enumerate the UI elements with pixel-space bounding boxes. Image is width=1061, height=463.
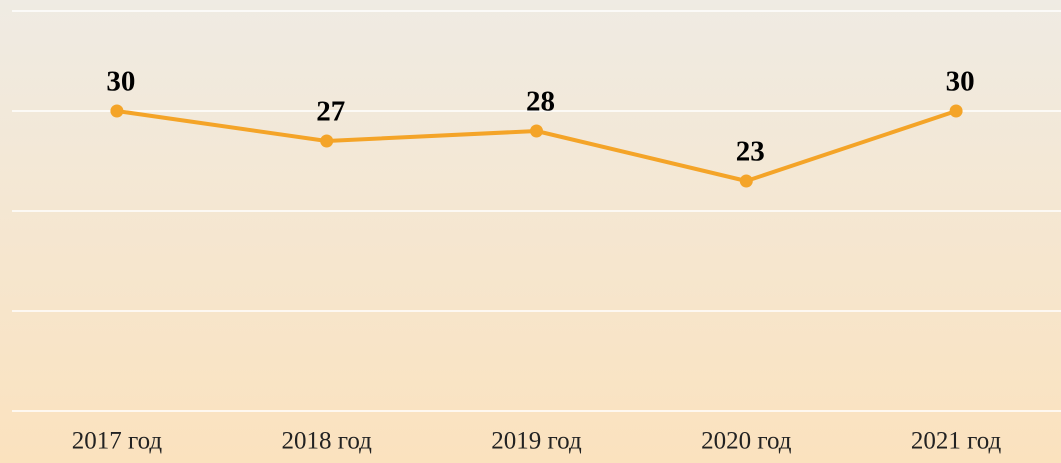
data-label: 30 [106, 66, 135, 98]
x-tick-label: 2017 год [72, 428, 163, 455]
data-label: 30 [946, 66, 975, 98]
data-point [110, 104, 124, 118]
x-tick-label: 2021 год [911, 428, 1002, 455]
data-label: 27 [316, 96, 345, 128]
data-point [530, 124, 543, 138]
data-point [739, 174, 753, 188]
data-point [949, 104, 963, 118]
x-tick-label: 2019 год [491, 428, 582, 455]
data-label: 28 [526, 86, 555, 118]
x-tick-label: 2018 год [282, 428, 373, 455]
x-tick-label: 2020 год [701, 428, 792, 455]
data-label: 23 [736, 136, 765, 168]
data-point [320, 134, 334, 148]
